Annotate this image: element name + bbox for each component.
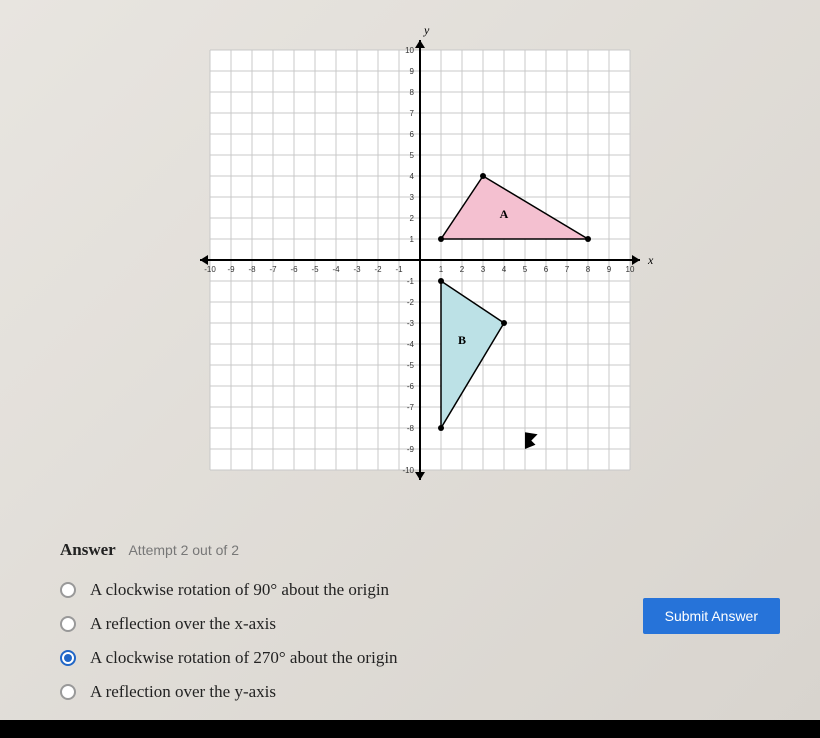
svg-text:-5: -5 [311, 265, 319, 274]
svg-text:4: 4 [410, 172, 415, 181]
option-label: A reflection over the y-axis [90, 682, 276, 702]
svg-text:1: 1 [439, 265, 444, 274]
radio-icon[interactable] [60, 616, 76, 632]
submit-answer-button[interactable]: Submit Answer [643, 598, 780, 634]
svg-text:7: 7 [410, 109, 415, 118]
svg-text:5: 5 [410, 151, 415, 160]
attempt-text: Attempt 2 out of 2 [128, 542, 239, 558]
svg-text:2: 2 [460, 265, 465, 274]
svg-text:8: 8 [410, 88, 415, 97]
svg-text:5: 5 [523, 265, 528, 274]
svg-text:-3: -3 [353, 265, 361, 274]
svg-text:-1: -1 [407, 277, 415, 286]
svg-text:-10: -10 [402, 466, 414, 475]
svg-text:-4: -4 [407, 340, 415, 349]
svg-text:-6: -6 [407, 382, 415, 391]
svg-text:-7: -7 [269, 265, 277, 274]
option-label: A reflection over the x-axis [90, 614, 276, 634]
answer-header: Answer Attempt 2 out of 2 [60, 540, 780, 560]
svg-text:-6: -6 [290, 265, 298, 274]
radio-icon[interactable] [60, 582, 76, 598]
svg-text:-10: -10 [204, 265, 216, 274]
svg-text:7: 7 [565, 265, 570, 274]
option-row-3[interactable]: A reflection over the y-axis [60, 682, 780, 702]
radio-icon[interactable] [60, 650, 76, 666]
svg-text:-9: -9 [407, 445, 415, 454]
svg-text:-2: -2 [407, 298, 415, 307]
bottom-bar [0, 720, 820, 738]
option-label: A clockwise rotation of 270° about the o… [90, 648, 398, 668]
coordinate-chart: -10 -9 -8 -7 -6 -5 -4 -3 -2 -1 1 2 3 4 5 6 7 8 9 10 -10 -9 -8 -… [170, 20, 670, 500]
svg-text:4: 4 [502, 265, 507, 274]
svg-text:y: y [423, 23, 430, 37]
svg-text:9: 9 [410, 67, 415, 76]
svg-text:6: 6 [544, 265, 549, 274]
svg-text:-1: -1 [395, 265, 403, 274]
svg-text:2: 2 [410, 214, 415, 223]
svg-text:-4: -4 [332, 265, 340, 274]
svg-text:-2: -2 [374, 265, 382, 274]
svg-text:-9: -9 [227, 265, 235, 274]
svg-text:9: 9 [607, 265, 612, 274]
option-row-0[interactable]: A clockwise rotation of 90° about the or… [60, 580, 780, 600]
svg-text:-8: -8 [248, 265, 256, 274]
svg-text:-8: -8 [407, 424, 415, 433]
svg-text:-7: -7 [407, 403, 415, 412]
svg-text:-3: -3 [407, 319, 415, 328]
answer-label: Answer [60, 540, 116, 559]
svg-text:8: 8 [586, 265, 591, 274]
svg-text:A: A [500, 207, 509, 221]
svg-text:x: x [647, 253, 654, 267]
svg-text:10: 10 [626, 265, 635, 274]
option-row-2[interactable]: A clockwise rotation of 270° about the o… [60, 648, 780, 668]
radio-icon[interactable] [60, 684, 76, 700]
svg-text:6: 6 [410, 130, 415, 139]
svg-text:3: 3 [481, 265, 486, 274]
svg-text:B: B [458, 333, 466, 347]
option-label: A clockwise rotation of 90° about the or… [90, 580, 389, 600]
svg-text:-5: -5 [407, 361, 415, 370]
svg-text:1: 1 [410, 235, 415, 244]
svg-text:3: 3 [410, 193, 415, 202]
svg-text:10: 10 [405, 46, 414, 55]
